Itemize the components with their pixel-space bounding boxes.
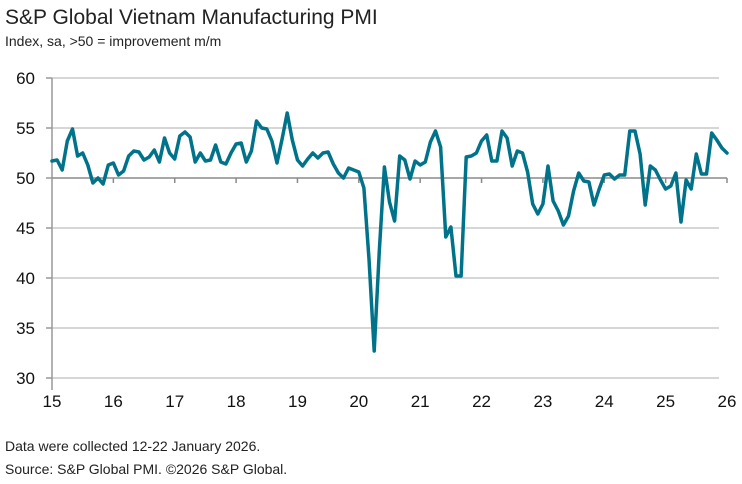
x-tick-label: 20 — [349, 392, 368, 411]
y-tick-label: 40 — [16, 269, 35, 288]
x-tick-label: 24 — [595, 392, 614, 411]
x-tick-label: 23 — [533, 392, 552, 411]
y-tick-label: 60 — [16, 69, 35, 88]
x-tick-label: 26 — [718, 392, 737, 411]
x-tick-label: 25 — [656, 392, 675, 411]
chart-title: S&P Global Vietnam Manufacturing PMI — [5, 6, 378, 29]
x-tick-label: 16 — [104, 392, 123, 411]
x-tick-label: 22 — [472, 392, 491, 411]
x-tick-label: 21 — [411, 392, 430, 411]
y-tick-label: 45 — [16, 219, 35, 238]
x-tick-label: 19 — [288, 392, 307, 411]
x-tick-label: 17 — [165, 392, 184, 411]
pmi-series-line — [50, 111, 729, 353]
pmi-line-chart: 30 35 40 45 50 55 60 15 16 17 18 19 20 21 22 23 24 25 26 — [16, 69, 737, 411]
chart-subtitle: Index, sa, >50 = improvement m/m — [5, 33, 222, 49]
y-tick-label: 35 — [16, 319, 35, 338]
y-tick-label: 30 — [16, 369, 35, 388]
source-note: Source: S&P Global PMI. ©2026 S&P Global… — [5, 461, 288, 477]
y-tick-label: 50 — [16, 169, 35, 188]
collection-note: Data were collected 12-22 January 2026. — [5, 438, 261, 454]
y-tick-label: 55 — [16, 119, 35, 138]
x-tick-label: 15 — [43, 392, 62, 411]
x-tick-label: 18 — [227, 392, 246, 411]
